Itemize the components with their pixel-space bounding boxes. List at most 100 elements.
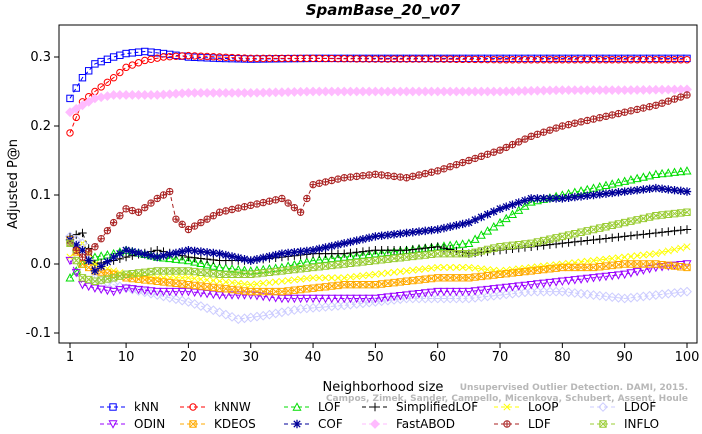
legend-swatch-marker	[599, 420, 607, 428]
data-point	[259, 269, 267, 277]
data-point	[296, 208, 305, 216]
data-point	[327, 294, 337, 304]
data-point	[222, 207, 230, 215]
legend-swatch-marker	[108, 420, 118, 429]
data-point	[658, 248, 666, 256]
data-point	[539, 236, 548, 245]
data-point	[570, 237, 580, 247]
series-layer	[65, 47, 692, 325]
data-point	[140, 286, 150, 295]
data-point	[651, 169, 661, 178]
data-point	[290, 265, 299, 274]
data-point	[247, 281, 255, 289]
data-point	[415, 252, 423, 260]
data-point	[271, 267, 280, 276]
data-point	[365, 257, 373, 265]
data-point	[495, 217, 505, 227]
data-point	[645, 184, 654, 193]
data-point	[103, 275, 112, 283]
data-point	[334, 274, 342, 282]
data-point	[278, 287, 286, 296]
data-point	[308, 246, 318, 255]
data-point	[103, 226, 112, 235]
data-point	[303, 195, 311, 202]
data-point	[178, 274, 186, 282]
data-point	[470, 215, 480, 225]
data-point	[601, 180, 611, 190]
data-point	[140, 250, 149, 259]
data-point	[158, 291, 169, 302]
data-point	[340, 249, 349, 258]
series-fastabod	[65, 84, 692, 118]
data-point	[402, 291, 412, 300]
data-point	[309, 181, 317, 188]
data-point	[208, 261, 218, 270]
data-point	[184, 225, 193, 234]
data-point	[633, 216, 641, 224]
data-point	[359, 172, 367, 179]
data-point	[496, 243, 504, 251]
data-point	[290, 203, 299, 212]
data-point	[384, 255, 392, 263]
data-point	[209, 212, 218, 220]
data-point	[452, 221, 461, 230]
data-point	[333, 294, 343, 304]
data-point	[545, 194, 555, 203]
data-point	[296, 265, 305, 273]
data-point	[502, 202, 511, 211]
data-point	[465, 249, 473, 258]
data-point	[427, 264, 436, 272]
legend-item-inflo: INFLO	[590, 417, 659, 431]
data-point	[164, 292, 175, 303]
data-point	[78, 228, 87, 238]
data-point	[371, 256, 380, 265]
legend-swatch-marker	[370, 402, 380, 412]
data-point	[683, 91, 691, 99]
data-point	[402, 253, 411, 261]
data-point	[520, 281, 530, 291]
data-point	[153, 252, 162, 262]
data-point	[234, 253, 243, 262]
data-point	[228, 279, 236, 287]
data-point	[439, 287, 449, 297]
data-point	[384, 279, 392, 288]
data-point	[434, 263, 442, 272]
data-point	[141, 203, 149, 212]
data-point	[445, 287, 455, 297]
data-point	[315, 244, 324, 254]
data-point	[646, 250, 654, 258]
data-point	[216, 277, 224, 285]
data-point	[402, 267, 411, 275]
data-point	[577, 228, 585, 236]
data-point	[602, 223, 610, 231]
data-point	[621, 253, 629, 261]
data-point	[458, 239, 468, 248]
data-point	[664, 210, 673, 219]
data-point	[259, 253, 268, 262]
data-point	[91, 243, 99, 250]
data-point	[502, 242, 510, 250]
data-point	[620, 187, 629, 196]
data-point	[371, 281, 380, 289]
legend-label: COF	[318, 417, 343, 431]
data-point	[484, 265, 492, 274]
data-point	[147, 199, 155, 207]
data-point	[601, 272, 611, 282]
data-point	[315, 283, 323, 292]
data-point	[402, 277, 411, 285]
data-point	[266, 198, 273, 205]
data-point	[570, 276, 580, 285]
data-point	[521, 267, 529, 276]
data-point	[190, 257, 200, 266]
data-point	[191, 274, 199, 283]
legend-swatch-marker	[292, 419, 302, 429]
data-point	[489, 221, 499, 231]
data-point	[97, 83, 105, 91]
data-point	[177, 295, 188, 306]
data-point	[664, 185, 673, 194]
data-point	[321, 262, 330, 270]
data-point	[116, 68, 124, 77]
data-point	[309, 274, 317, 282]
data-point	[96, 262, 106, 271]
legend-label: FastABOD	[396, 417, 455, 431]
